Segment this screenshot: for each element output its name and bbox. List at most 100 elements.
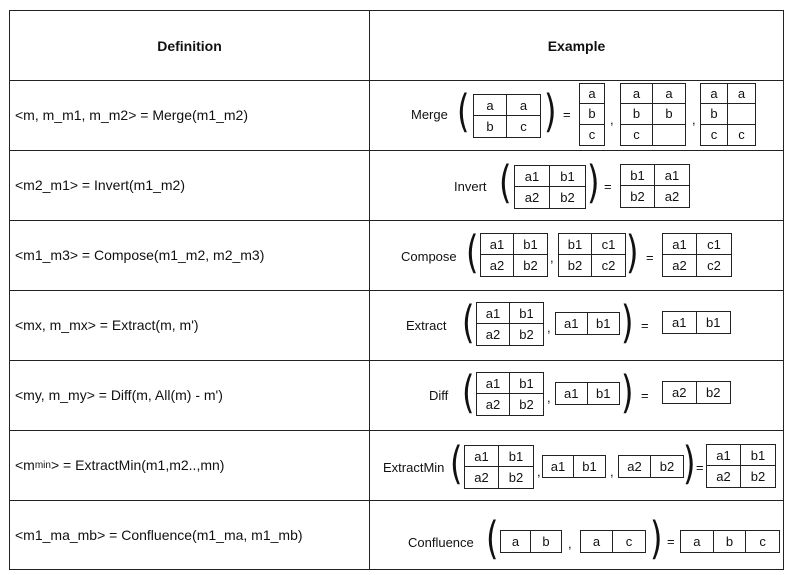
matrix-cell: b2 [750,469,766,484]
matrix-cell [728,104,755,125]
matrix-cell: c [520,119,527,134]
output-matrix: a1 b1 a2 b2 [706,444,776,488]
equals-sign: = [696,460,704,475]
comma: , [547,320,551,335]
matrix-cell: b1 [741,445,775,466]
matrix-cell: b [701,104,728,125]
op-label: Merge [411,107,448,122]
row-divider [10,220,783,221]
right-bracket: ) [621,365,634,419]
left-bracket: ( [462,295,475,349]
matrix-cell: b2 [621,186,655,207]
matrix-cell: b [714,531,747,552]
matrix-cell: c [621,124,653,145]
row-divider [10,290,783,291]
left-bracket: ( [466,225,479,279]
output-matrix: a2 b2 [662,381,731,404]
left-bracket: ( [486,511,499,565]
matrix-cell: a [728,84,755,105]
matrix-cell: a2 [663,255,697,276]
definition-prefix: <m [15,457,35,473]
matrix-cell: a1 [543,456,574,477]
input-matrix: a1 b1 [542,455,606,478]
definition-diff: <my, m_my> = Diff(m, All(m) - m') [15,387,223,403]
matrix-cell: b1 [582,459,597,474]
op-label: Extract [406,318,447,333]
row-divider [10,360,783,361]
definition-suffix: > = ExtractMin(m1,m2..,mn) [50,457,225,473]
matrix-cell: a2 [663,382,697,403]
matrix-cell: b2 [523,258,538,273]
left-bracket: ( [499,155,512,209]
matrix-cell: a2 [664,189,680,204]
right-bracket: ) [621,295,634,349]
matrix-cell: b1 [596,386,611,401]
matrix-cell: a1 [481,234,514,255]
matrix-cell: c [588,127,596,143]
definition-compose: <m1_m3> = Compose(m1_m2, m2_m3) [15,247,265,263]
matrix-cell: c [625,534,633,549]
matrix-cell: a1 [477,373,510,394]
row-divider [10,500,783,501]
matrix-cell: a [701,84,728,105]
input-matrix: a1 b1 [555,312,620,335]
matrix-cell: a1 [556,383,588,404]
matrix-cell: a1 [465,446,499,467]
right-bracket: ) [650,511,663,565]
matrix-cell: b2 [519,327,534,342]
matrix-cell: b2 [560,190,575,205]
left-bracket: ( [457,84,470,138]
matrix-cell: a [581,531,613,552]
matrix-cell: a1 [556,313,588,334]
matrix-cell: c2 [707,258,721,273]
matrix-cell: b2 [559,255,592,276]
matrix-cell: b1 [514,234,547,255]
input-matrix: a1 b1 a2 b2 [476,302,544,346]
equals-sign: = [667,534,675,549]
op-label: Diff [429,388,449,403]
definition-extract: <mx, m_mx> = Extract(m, m') [15,317,199,333]
example-extractmin: ExtractMin ( a1 b1 a2 b2 , a1 b1 , a2 b2 ) = … [370,430,783,500]
comma: , [610,464,614,479]
input-matrix: a1 b1 a2 b2 [514,165,586,209]
matrix-cell: b1 [550,166,585,187]
definition-merge: <m, m_m1, m_m2> = Merge(m1_m2) [15,107,249,123]
matrix-cell: a [474,95,507,116]
comma: , [550,250,554,265]
matrix-cell: a1 [477,303,510,324]
matrix-cell: a [580,84,604,105]
output-matrix: b1 a1 b2 a2 [620,164,690,208]
matrix-cell: a [621,84,653,105]
example-diff: Diff ( a1 b1 a2 b2 , a1 b1 ) = a2 b2 [370,360,783,430]
matrix-cell: a1 [707,445,741,466]
example-compose: Compose ( a1 b1 a2 b2 , b1 c1 b2 c2 ) = a1 c1 a2… [370,220,783,290]
table-row-confluence: <m1_ma_mb> = Confluence(m1_ma, m1_mb) Co… [10,500,783,570]
output-matrix: a1 b1 [662,311,731,334]
left-bracket: ( [450,436,463,490]
equals-sign: = [604,179,612,194]
matrix-cell: b2 [519,397,534,412]
matrix-cell: b1 [706,315,721,330]
example-extract: Extract ( a1 b1 a2 b2 , a1 b1 ) = a1 b1 [370,290,783,360]
matrix-cell: c [701,124,728,145]
matrix-cell: c1 [697,234,731,255]
table-row-extract: <mx, m_mx> = Extract(m, m') Extract ( a1… [10,290,783,360]
definition-subscript: min [34,459,51,471]
comma: , [568,536,572,551]
matrix-cell: b1 [499,446,533,467]
matrix-cell: b [542,534,550,549]
right-bracket: ) [544,84,557,138]
comma: , [547,390,551,405]
matrix-cell: a [653,84,685,105]
example-header: Example [547,38,606,54]
table-row-extractmin: <m min > = ExtractMin(m1,m2..,mn) ExtractM… [10,430,783,500]
matrix-cell: a [507,95,540,116]
matrix-cell: a1 [655,165,689,186]
right-bracket: ) [587,155,600,209]
output-matrix: a1 c1 a2 c2 [662,233,732,277]
left-bracket: ( [462,365,475,419]
comma: , [537,464,541,479]
